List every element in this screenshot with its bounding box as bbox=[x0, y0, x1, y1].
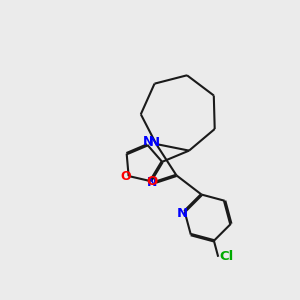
Text: O: O bbox=[146, 176, 158, 188]
Text: N: N bbox=[149, 136, 160, 149]
Text: Cl: Cl bbox=[219, 250, 233, 263]
Text: O: O bbox=[120, 169, 131, 183]
Text: N: N bbox=[147, 176, 158, 190]
Text: N: N bbox=[177, 207, 188, 220]
Text: N: N bbox=[143, 135, 153, 148]
